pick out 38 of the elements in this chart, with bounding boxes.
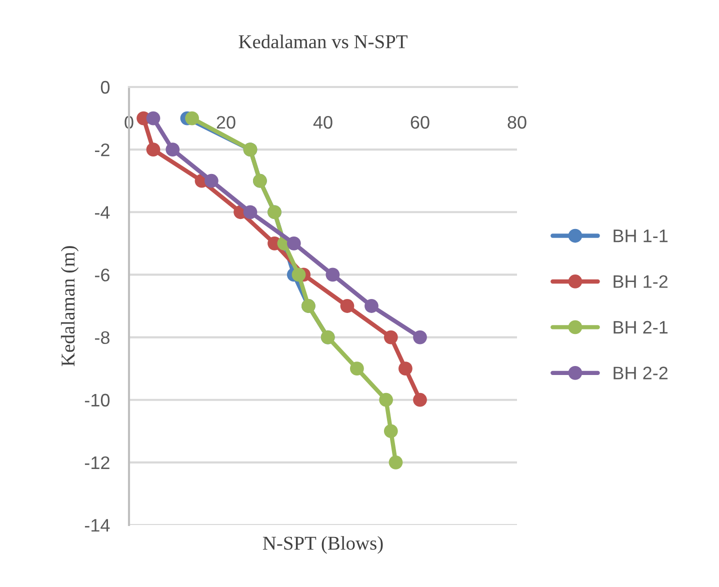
y-tick-label: -14 xyxy=(84,519,110,532)
y-tick-label: -2 xyxy=(95,144,110,156)
y-axis-title: Kedalaman (m) xyxy=(60,246,79,366)
point xyxy=(166,142,180,157)
point xyxy=(398,362,412,376)
legend-label: BH 1-2 xyxy=(614,275,668,288)
point xyxy=(379,392,393,407)
y-tick-label: -6 xyxy=(95,268,110,282)
x-tick-label: 80 xyxy=(508,116,526,129)
point xyxy=(413,392,427,407)
point xyxy=(185,111,199,126)
y-tick-label: -8 xyxy=(95,331,110,344)
point xyxy=(350,362,364,376)
point xyxy=(243,205,258,220)
chart-title: Kedalaman vs N-SPT xyxy=(238,34,408,48)
y-tick-label: 0 xyxy=(100,80,110,94)
point xyxy=(204,174,218,188)
legend-label: BH 2-2 xyxy=(614,366,668,380)
point xyxy=(292,268,306,282)
point xyxy=(413,330,427,344)
point xyxy=(340,299,354,313)
point xyxy=(384,424,398,438)
point xyxy=(384,330,398,344)
legend-label: BH 1-1 xyxy=(614,230,668,242)
point xyxy=(364,299,378,313)
legend-label: BH 2-1 xyxy=(614,320,668,334)
y-tick-label: -4 xyxy=(95,206,110,219)
point xyxy=(146,111,160,126)
x-tick-label: 20 xyxy=(216,116,236,129)
point xyxy=(286,236,301,250)
x-tick-label: 60 xyxy=(410,116,430,129)
x-tick-label: 40 xyxy=(313,116,332,129)
y-tick-label: -12 xyxy=(84,456,110,469)
point xyxy=(326,268,340,282)
point xyxy=(388,455,403,470)
y-tick-label: -10 xyxy=(84,394,110,407)
point xyxy=(146,142,160,157)
x-axis-title: N-SPT (Blows) xyxy=(262,536,383,554)
